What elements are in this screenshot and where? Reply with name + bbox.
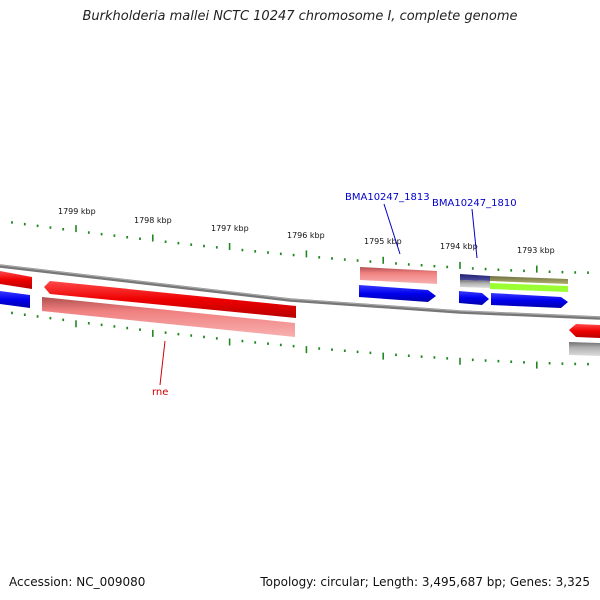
ruler-tick-label: 1796 kbp [287, 231, 325, 240]
reverse-gene-feature[interactable] [0, 291, 30, 308]
ruler-track-inner [11, 311, 589, 369]
gene-callout-line [471, 208, 478, 259]
gene-label-rne[interactable]: rne [152, 387, 168, 398]
ruler-tick-label: 1793 kbp [517, 246, 555, 255]
reverse-gene-feature[interactable] [359, 285, 436, 302]
gene-callout-line [159, 340, 166, 386]
genome-backbone [0, 264, 600, 320]
misc-feature[interactable] [460, 274, 490, 281]
forward-gene-feature[interactable] [569, 324, 600, 338]
forward-gene-feature[interactable] [0, 271, 32, 289]
reverse-gene-feature[interactable] [491, 293, 568, 308]
map-title: Burkholderia mallei NCTC 10247 chromosom… [82, 9, 518, 24]
ruler-tick-label: 1794 kbp [440, 242, 478, 251]
gene-label-bma10247-1813[interactable]: BMA10247_1813 [345, 192, 430, 203]
ruler-tick-label: 1797 kbp [211, 224, 249, 233]
gene-label-bma10247-1810[interactable]: BMA10247_1810 [432, 198, 517, 209]
ruler-track-outer [11, 221, 589, 274]
ruler-tick-label: 1799 kbp [58, 207, 96, 216]
ruler-tick-label: 1798 kbp [134, 216, 172, 225]
rna-feature[interactable] [360, 267, 437, 284]
ruler-tick-label: 1795 kbp [364, 237, 402, 246]
pseudogene-feature[interactable] [460, 280, 490, 288]
pseudogene-feature[interactable] [569, 342, 600, 356]
gene-callout-line [383, 203, 401, 255]
rna-feature[interactable] [42, 297, 295, 337]
highlight-feature[interactable] [490, 283, 568, 292]
misc-feature[interactable] [490, 276, 568, 284]
forward-gene-feature[interactable] [44, 281, 296, 318]
reverse-gene-feature[interactable] [459, 291, 489, 305]
genome-summary-text: Topology: circular; Length: 3,495,687 bp… [260, 575, 590, 589]
accession-text: Accession: NC_009080 [9, 575, 146, 589]
